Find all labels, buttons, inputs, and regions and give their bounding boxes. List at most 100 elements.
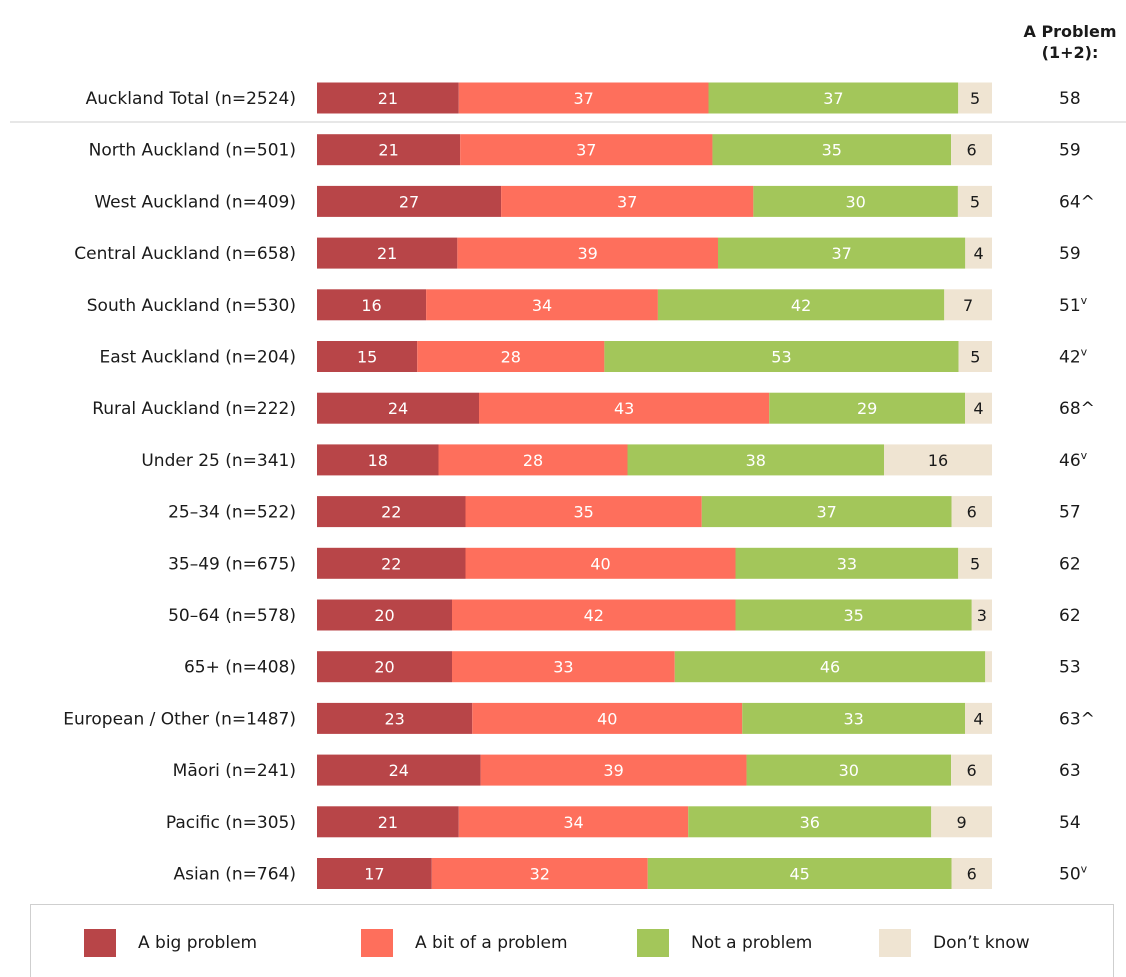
data-label: 9 [957,813,967,832]
category-label: Asian (n=764) [173,865,296,885]
problem-total-label: 54 [1059,813,1081,833]
problem-total-label: 62 [1059,606,1081,626]
problem-total-label: 50v [1059,863,1088,885]
data-label: 22 [381,503,401,522]
data-label: 35 [822,141,842,160]
data-label: 15 [357,348,377,367]
data-label: 22 [381,554,401,573]
problem-total-label: 63 [1059,761,1081,781]
category-label: 65+ (n=408) [184,658,296,678]
data-label: 16 [928,451,948,470]
data-label: 45 [789,865,809,884]
data-label: 37 [573,89,593,108]
data-label: 33 [843,709,863,728]
problem-total-label: 64^ [1059,192,1095,212]
data-label: 32 [530,865,550,884]
legend-item-big-problem: A big problem [84,929,257,957]
problem-total-label: 63^ [1059,709,1095,729]
data-label: 21 [377,244,397,263]
data-label: 29 [857,399,877,418]
legend-label: Not a problem [691,933,812,953]
problem-total-label: 57 [1059,503,1081,523]
legend-swatch [361,929,393,957]
legend-label: Don’t know [933,933,1030,953]
data-label: 28 [501,348,521,367]
data-label: 3 [977,606,987,625]
category-label: North Auckland (n=501) [89,141,296,161]
data-label: 20 [374,606,394,625]
data-label: 5 [970,554,980,573]
data-label: 36 [800,813,820,832]
problem-total-label: 46v [1059,449,1088,471]
data-label: 4 [973,399,983,418]
problem-total-label: 62 [1059,554,1081,574]
data-label: 37 [617,192,637,211]
data-label: 42 [584,606,604,625]
data-label: 39 [603,761,623,780]
problem-total-label: 68^ [1059,399,1095,419]
data-label: 37 [816,503,836,522]
data-label: 34 [532,296,552,315]
data-label: 30 [845,192,865,211]
category-label: East Auckland (n=204) [99,348,296,368]
data-label: 4 [973,709,983,728]
data-label: 5 [970,89,980,108]
legend-item-dont-know: Don’t know [879,929,1030,957]
category-label: European / Other (n=1487) [63,709,296,729]
data-label: 21 [378,813,398,832]
data-label: 24 [388,399,408,418]
category-label: Auckland Total (n=2524) [86,89,296,109]
data-label: 6 [966,761,976,780]
data-label: 40 [597,709,617,728]
total-column-header-line1: A Problem [1023,22,1116,41]
problem-total-label: 51v [1059,294,1088,316]
data-label: 42 [791,296,811,315]
problem-total-label: 58 [1059,89,1081,109]
category-label: Pacific (n=305) [166,813,296,833]
data-label: 38 [746,451,766,470]
data-label: 46 [820,658,840,677]
category-label: 35–49 (n=675) [168,554,296,574]
data-label: 21 [378,89,398,108]
data-label: 34 [563,813,583,832]
data-label: 39 [577,244,597,263]
data-label: 21 [378,141,398,160]
legend-item-not-a-problem: Not a problem [637,929,812,957]
problem-total-label: 53 [1059,658,1081,678]
category-label: Rural Auckland (n=222) [92,399,296,419]
data-label: 37 [831,244,851,263]
data-label: 16 [361,296,381,315]
legend-swatch [84,929,116,957]
data-label: 5 [970,192,980,211]
data-label: 18 [368,451,388,470]
stacked-bar-chart: A Problem (1+2): Auckland Total (n=2524)… [0,0,1126,905]
legend-label: A big problem [138,933,257,953]
data-label: 27 [399,192,419,211]
data-label: 20 [374,658,394,677]
category-label: Māori (n=241) [173,761,296,781]
data-label: 17 [364,865,384,884]
data-label: 5 [970,348,980,367]
legend: A big problem A bit of a problem Not a p… [30,904,1114,977]
data-label: 53 [771,348,791,367]
data-label: 37 [576,141,596,160]
legend-swatch [637,929,669,957]
total-column-header-line2: (1+2): [1042,43,1099,62]
data-label: 7 [963,296,973,315]
legend-swatch [879,929,911,957]
data-label: 35 [843,606,863,625]
data-label: 28 [523,451,543,470]
category-label: 25–34 (n=522) [168,503,296,523]
data-label: 40 [590,554,610,573]
category-label: South Auckland (n=530) [87,296,296,316]
data-label: 24 [389,761,409,780]
legend-label: A bit of a problem [415,933,568,953]
category-label: 50–64 (n=578) [168,606,296,626]
data-label: 35 [573,503,593,522]
category-label: Central Auckland (n=658) [74,244,296,264]
data-label: 43 [614,399,634,418]
problem-total-label: 42v [1059,346,1088,368]
data-label: 6 [966,141,976,160]
data-label: 30 [839,761,859,780]
data-label: 4 [974,244,984,263]
